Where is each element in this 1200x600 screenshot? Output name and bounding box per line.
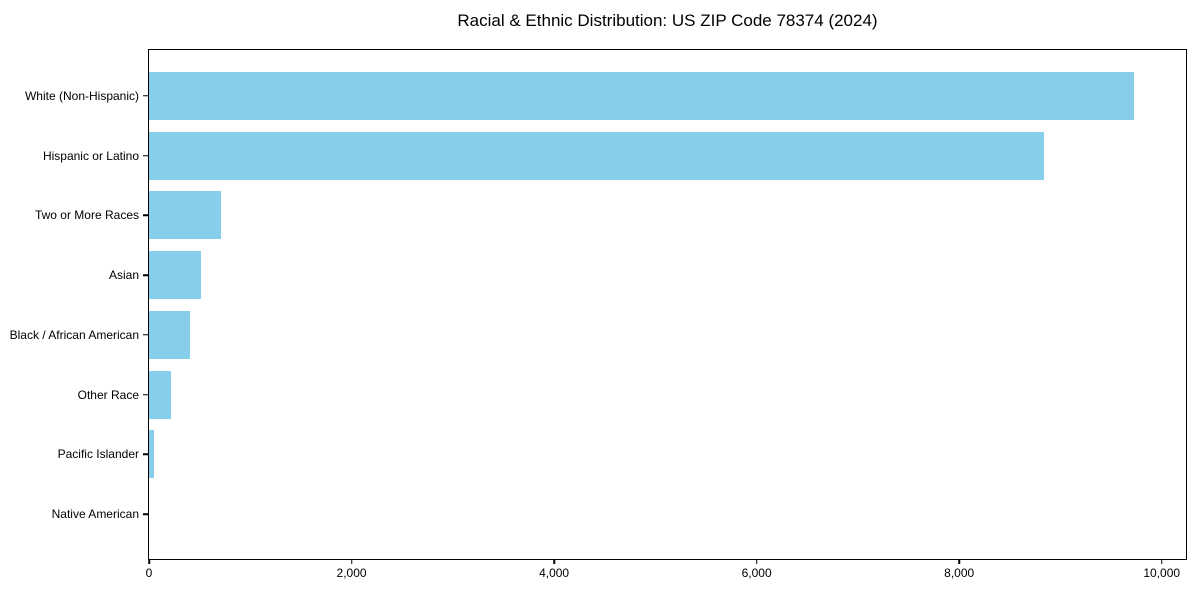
x-axis-tick-label: 8,000 <box>944 566 975 580</box>
bar-rows: White (Non-Hispanic) Hispanic or Latino … <box>10 50 1186 559</box>
category-label: Asian <box>108 268 139 283</box>
bar-white-non-hispanic <box>149 71 1135 120</box>
bar-row: Two or More Races <box>35 186 1186 246</box>
x-axis-tick <box>350 559 353 564</box>
y-axis-tick <box>143 453 148 456</box>
category-label: Black / African American <box>9 327 139 342</box>
bar-row: Asian <box>109 245 1186 305</box>
y-axis-tick <box>143 95 148 97</box>
bar-row: White (Non-Hispanic) <box>25 66 1186 126</box>
x-axis-tick <box>958 559 960 564</box>
x-axis-tick <box>755 559 758 564</box>
bar-hispanic-or-latino <box>149 131 1045 180</box>
y-axis-tick <box>143 334 148 336</box>
x-axis-tick-label: 2,000 <box>336 566 367 580</box>
y-axis-tick <box>143 154 148 157</box>
category-label: Two or More Races <box>34 208 139 223</box>
bar-asian <box>149 251 201 300</box>
x-axis-tick-label: 0 <box>145 566 153 580</box>
chart-title: Racial & Ethnic Distribution: US ZIP Cod… <box>457 11 878 30</box>
bar-black-african-american <box>149 310 190 359</box>
y-axis-tick <box>143 274 148 276</box>
x-axis-tick <box>148 559 150 564</box>
bar-row: Black / African American <box>10 305 1186 365</box>
plot-area: White (Non-Hispanic) Hispanic or Latino … <box>10 49 1187 579</box>
bar-two-or-more-races <box>149 191 221 240</box>
y-axis-tick <box>143 214 148 217</box>
bar-row: Hispanic or Latino <box>43 126 1186 186</box>
x-axis-tick <box>553 559 555 564</box>
category-label: White (Non-Hispanic) <box>24 88 139 103</box>
x-axis-tick-label: 10,000 <box>1143 566 1181 580</box>
category-label: Pacific Islander <box>57 447 139 462</box>
bar-row: Pacific Islander <box>58 425 1186 485</box>
category-label: Hispanic or Latino <box>42 148 139 163</box>
bar-pacific-islander <box>149 430 155 479</box>
y-axis-tick <box>143 393 148 396</box>
x-axis-tick <box>1160 559 1163 564</box>
bar-row: Native American <box>52 484 1186 544</box>
bar-other-race <box>149 370 172 419</box>
category-label: Other Race <box>77 387 139 402</box>
category-label: Native American <box>51 507 139 522</box>
x-axis-tick-label: 6,000 <box>741 566 772 580</box>
bar-row: Other Race <box>78 365 1186 425</box>
y-axis-tick <box>143 513 148 515</box>
x-axis-tick-label: 4,000 <box>539 566 570 580</box>
